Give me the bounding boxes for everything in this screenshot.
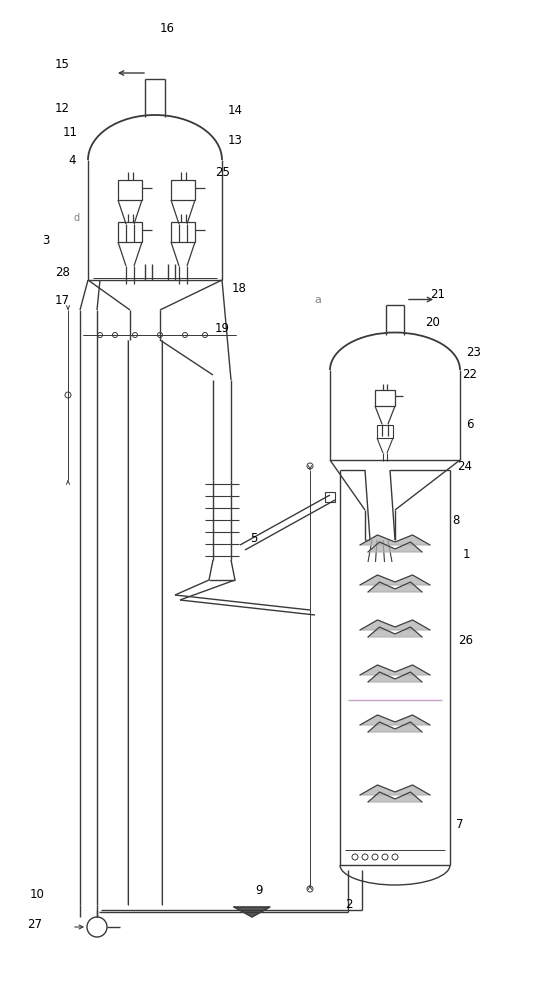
Polygon shape — [360, 535, 430, 545]
Text: 21: 21 — [430, 288, 445, 302]
Text: 18: 18 — [232, 282, 247, 294]
Bar — [171, 222, 195, 242]
Text: d: d — [73, 213, 79, 223]
Text: 4: 4 — [68, 153, 76, 166]
Bar — [375, 390, 395, 406]
Polygon shape — [234, 907, 270, 917]
Text: 12: 12 — [55, 102, 70, 114]
Text: 2: 2 — [345, 898, 353, 912]
Bar — [118, 180, 142, 200]
Bar — [325, 492, 335, 502]
Text: 7: 7 — [456, 818, 464, 832]
Text: 6: 6 — [466, 418, 473, 432]
Polygon shape — [368, 542, 422, 552]
Text: 10: 10 — [30, 888, 45, 902]
Text: 28: 28 — [55, 266, 70, 279]
Polygon shape — [360, 620, 430, 630]
Text: 24: 24 — [457, 460, 472, 474]
Polygon shape — [360, 575, 430, 585]
Text: 23: 23 — [466, 346, 481, 359]
Bar — [171, 180, 195, 200]
Text: 1: 1 — [463, 548, 471, 562]
Polygon shape — [360, 665, 430, 675]
Text: 11: 11 — [63, 126, 78, 139]
Text: 5: 5 — [250, 532, 257, 544]
Text: 3: 3 — [42, 233, 49, 246]
Text: 22: 22 — [462, 368, 477, 381]
Text: 15: 15 — [55, 58, 70, 72]
Polygon shape — [368, 722, 422, 732]
Bar — [118, 222, 142, 242]
Polygon shape — [368, 582, 422, 592]
Text: 9: 9 — [255, 884, 263, 896]
Text: 25: 25 — [215, 165, 230, 178]
Bar — [377, 425, 393, 438]
Polygon shape — [368, 792, 422, 802]
Polygon shape — [360, 785, 430, 795]
Text: 14: 14 — [228, 104, 243, 116]
Text: 13: 13 — [228, 133, 243, 146]
Text: 20: 20 — [425, 316, 440, 328]
Text: 27: 27 — [27, 918, 42, 932]
Text: 8: 8 — [452, 514, 459, 526]
Text: a: a — [314, 295, 321, 305]
Polygon shape — [360, 715, 430, 725]
Text: 17: 17 — [55, 294, 70, 306]
Polygon shape — [368, 627, 422, 637]
Text: 16: 16 — [160, 21, 175, 34]
Text: 19: 19 — [215, 322, 230, 334]
Polygon shape — [368, 672, 422, 682]
Text: 26: 26 — [458, 634, 473, 647]
